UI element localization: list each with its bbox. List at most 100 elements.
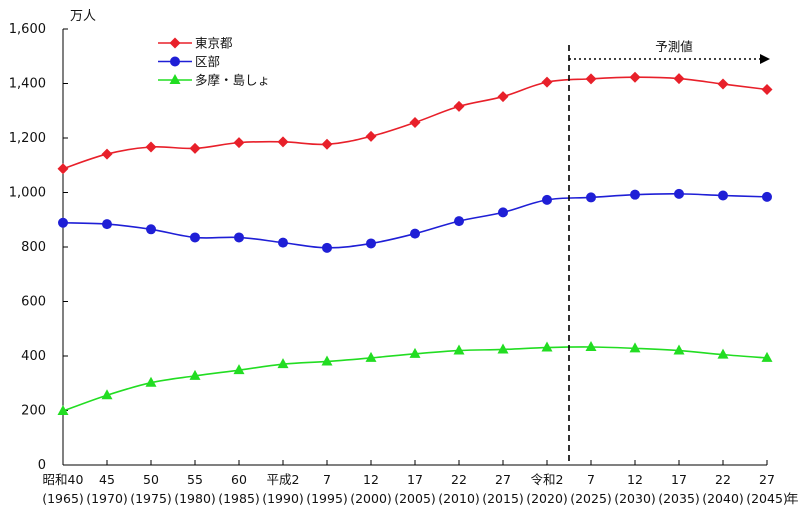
data-point	[409, 116, 421, 128]
data-point	[169, 37, 181, 49]
data-point	[233, 364, 245, 375]
data-point	[761, 83, 773, 95]
x-tick-label-era: 50	[143, 472, 159, 487]
data-point	[586, 192, 596, 203]
forecast-arrow-head	[760, 54, 770, 64]
data-point	[277, 358, 289, 369]
data-point	[717, 348, 729, 359]
data-point	[322, 242, 332, 253]
data-point	[101, 389, 113, 400]
data-point	[278, 237, 288, 248]
data-point	[629, 71, 641, 83]
x-tick-label-year: (1965)	[42, 491, 84, 506]
data-point	[717, 78, 729, 90]
y-tick-label: 1,600	[9, 22, 46, 37]
y-tick-label: 400	[21, 349, 46, 364]
data-point	[454, 216, 464, 227]
x-tick-label-year: (1990)	[262, 491, 304, 506]
forecast-annotation: 予測値	[568, 39, 770, 465]
data-point	[762, 191, 772, 202]
x-tick-labels: 昭和40 (1965) 45 (1970) 50 (1975) 55 (1980) 60 (198…	[42, 472, 788, 506]
legend-label: 東京都	[195, 36, 233, 51]
data-point	[585, 73, 597, 85]
data-point	[277, 136, 289, 148]
data-point	[498, 207, 508, 218]
data-point	[674, 188, 684, 199]
x-tick-label-year: (1970)	[86, 491, 128, 506]
data-point	[541, 341, 553, 352]
forecast-label: 予測値	[655, 39, 693, 54]
data-point	[190, 232, 200, 243]
x-tick-label-year: (1980)	[174, 491, 216, 506]
data-point	[145, 141, 157, 153]
data-point	[718, 190, 728, 201]
x-tick-label-era: 22	[715, 472, 731, 487]
series-0	[57, 71, 773, 175]
data-point	[234, 232, 244, 243]
x-tick-label-year: (2045)	[746, 491, 788, 506]
y-tick-label: 1,400	[9, 77, 46, 92]
x-tick-label-era: 7	[323, 472, 331, 487]
data-point	[321, 138, 333, 150]
x-tick-label-era: 27	[495, 472, 511, 487]
data-point	[673, 73, 685, 85]
x-tick-label-era: 17	[671, 472, 687, 487]
data-point	[189, 142, 201, 154]
x-tick-label-era: 12	[363, 472, 379, 487]
data-point	[169, 74, 181, 84]
x-tick-label-year: (2000)	[350, 491, 392, 506]
x-tick-label-era: 平成2	[267, 472, 300, 487]
data-point	[585, 341, 597, 352]
y-tick-label: 600	[21, 295, 46, 310]
data-point	[101, 148, 113, 160]
x-tick-label-era: 令和2	[531, 472, 564, 487]
x-tick-label-year: (2025)	[570, 491, 612, 506]
x-tick-label-year: (2035)	[658, 491, 700, 506]
x-tick-label-year: (2010)	[438, 491, 480, 506]
y-tick-label: 1,000	[9, 186, 46, 201]
x-tick-label-era: 45	[99, 472, 115, 487]
data-point	[170, 56, 180, 67]
data-point	[497, 343, 509, 354]
x-tick-label-era: 昭和40	[43, 472, 84, 487]
x-tick-label-era: 55	[187, 472, 203, 487]
x-tick-label-year: (2030)	[614, 491, 656, 506]
data-point	[366, 238, 376, 249]
x-axis-unit-label: 年	[786, 491, 799, 506]
x-tick-label-era: 60	[231, 472, 247, 487]
data-point	[541, 76, 553, 88]
series-1	[58, 188, 772, 253]
series-layer	[57, 71, 773, 416]
y-tick-label: 200	[21, 404, 46, 419]
data-point	[233, 137, 245, 149]
data-point	[365, 351, 377, 362]
data-point	[453, 344, 465, 355]
x-tick-label-year: (1985)	[218, 491, 260, 506]
data-point	[410, 228, 420, 239]
x-tick-label-year: (2040)	[702, 491, 744, 506]
legend-label: 区部	[195, 54, 220, 69]
series-2	[57, 341, 773, 416]
x-tick-label-year: (2015)	[482, 491, 524, 506]
x-tick-label-year: (2020)	[526, 491, 568, 506]
data-point	[365, 130, 377, 142]
data-point	[497, 91, 509, 103]
x-tick-label-year: (1975)	[130, 491, 172, 506]
data-point	[58, 217, 68, 228]
data-point	[145, 376, 157, 387]
data-point	[453, 100, 465, 112]
data-point	[409, 347, 421, 358]
y-tick-label: 1,200	[9, 131, 46, 146]
y-tick-label: 0	[38, 458, 46, 473]
data-point	[57, 405, 69, 416]
data-point	[761, 351, 773, 362]
data-point	[321, 355, 333, 366]
axes	[62, 28, 768, 466]
x-tick-label-era: 22	[451, 472, 467, 487]
y-tick-labels: 0 200 400 600 800 1,000 1,200 1,400 1,600	[9, 22, 46, 473]
x-tick-label-era: 12	[627, 472, 643, 487]
data-point	[629, 342, 641, 353]
y-tick-label: 800	[21, 240, 46, 255]
x-tick-label-era: 27	[759, 472, 775, 487]
